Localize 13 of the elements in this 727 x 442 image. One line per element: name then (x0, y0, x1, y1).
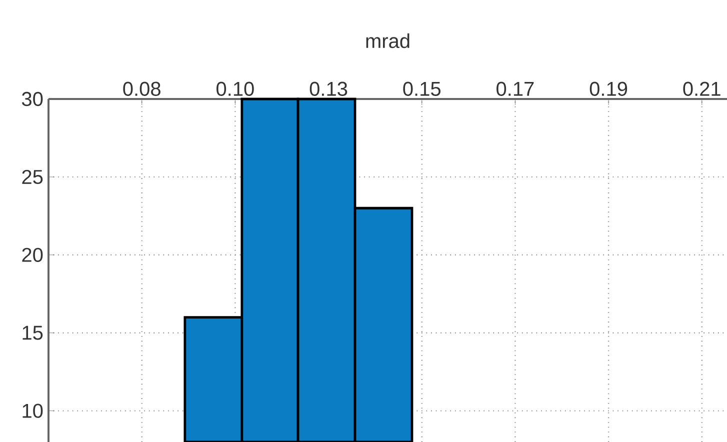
x-tick-label: 0.15 (403, 82, 440, 96)
y-tick-label: 10 (22, 404, 43, 418)
x-tick-label: 0.17 (496, 82, 534, 96)
x-tick-label: 0.08 (123, 82, 160, 96)
x-tick-label: 0.19 (590, 82, 628, 96)
y-tick-label: 30 (22, 92, 43, 106)
x-tick-label: 0.21 (683, 82, 720, 96)
y-tick-label: 25 (22, 170, 43, 184)
x-tick-label: 0.13 (310, 82, 348, 96)
y-tick-label: 20 (22, 248, 43, 262)
x-axis-title: mrad (366, 33, 410, 48)
x-tick-label: 0.10 (216, 82, 254, 96)
y-tick-label: 15 (22, 326, 43, 340)
